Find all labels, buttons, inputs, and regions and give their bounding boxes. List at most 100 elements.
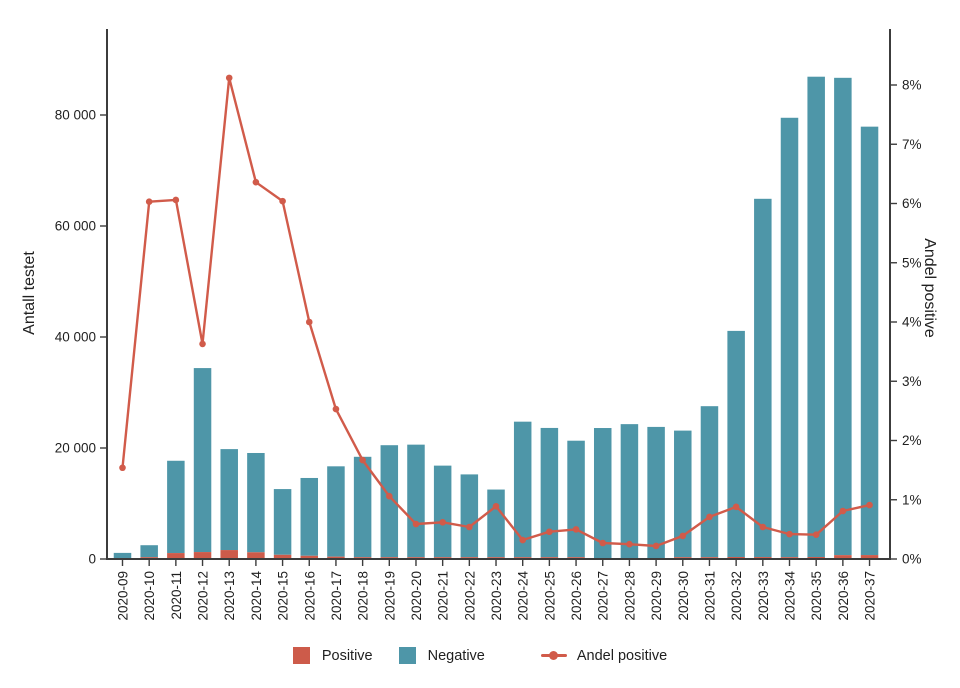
line-point-2020-30 (679, 532, 687, 540)
bar-positive-2020-16 (300, 555, 319, 559)
x-axis-tick-label: 2020-12 (196, 571, 211, 621)
bar-negative-2020-26 (567, 440, 585, 558)
x-axis-tick-label: 2020-36 (836, 571, 851, 621)
bar-negative-2020-31 (700, 406, 719, 558)
left-axis-tick-label: 40 000 (55, 330, 96, 345)
right-axis-tick-label: 6% (902, 196, 922, 211)
x-axis-tick-label: 2020-34 (783, 571, 798, 621)
line-point-2020-23 (492, 502, 500, 510)
line-point-2020-28 (626, 540, 633, 548)
bar-negative-2020-18 (353, 456, 372, 558)
left-axis-tick-label: 80 000 (55, 108, 96, 123)
left-axis-title: Antall testet (21, 251, 38, 335)
bar-negative-2020-22 (460, 474, 479, 558)
line-point-2020-29 (652, 542, 660, 550)
x-axis-tick-label: 2020-19 (382, 571, 397, 621)
line-point-2020-12 (199, 340, 206, 348)
line-point-2020-25 (546, 528, 553, 536)
bar-negative-2020-10 (140, 545, 158, 558)
positive-swatch-icon (292, 647, 310, 664)
line-point-2020-10 (145, 198, 153, 206)
x-axis-tick-label: 2020-20 (409, 571, 424, 621)
bar-positive-2020-13 (220, 550, 238, 559)
line-series-layer (119, 74, 873, 550)
bar-negative-2020-19 (380, 445, 399, 558)
bar-negative-2020-12 (193, 368, 212, 553)
legend-label-andel-positive: Andel positive (576, 647, 668, 664)
line-point-2020-11 (172, 196, 180, 204)
x-axis-tick-label: 2020-35 (809, 571, 824, 621)
bar-positive-2020-12 (193, 552, 212, 559)
bar-negative-2020-30 (674, 430, 692, 558)
line-point-2020-20 (412, 520, 420, 528)
left-axis-tick-label: 20 000 (55, 441, 96, 456)
left-axis-tick-label: 60 000 (55, 219, 96, 234)
right-axis-tick-label: 3% (902, 374, 922, 389)
bar-negative-2020-16 (300, 477, 319, 556)
line-point-2020-37 (866, 501, 873, 509)
bar-negative-2020-27 (593, 428, 612, 559)
x-axis-tick-label: 2020-22 (462, 571, 477, 621)
bar-negative-2020-17 (327, 466, 345, 557)
bar-positive-2020-14 (247, 552, 265, 559)
line-point-2020-26 (572, 526, 580, 533)
ticks-layer (100, 84, 897, 566)
legend-item-andel-positive: Andel positive (540, 647, 668, 664)
x-axis-tick-label: 2020-26 (569, 571, 584, 621)
bar-positive-2020-17 (327, 556, 345, 559)
right-axis-tick-label: 5% (902, 255, 922, 270)
x-axis-tick-label: 2020-30 (676, 571, 691, 621)
x-axis-tick-label: 2020-17 (329, 571, 344, 621)
bar-positive-2020-36 (834, 555, 852, 559)
legend-label-negative: Negative (427, 647, 485, 664)
tick-labels-layer: 0 20 000 40 000 60 000 80 000 0% 1% 2% 3% 4% 5% 6% 7… (55, 78, 922, 621)
bar-negative-2020-14 (247, 452, 265, 553)
bar-negative-2020-34 (780, 117, 799, 558)
right-axis-tick-label: 4% (902, 315, 922, 330)
line-point-2020-22 (466, 523, 473, 531)
x-axis-tick-label: 2020-31 (702, 571, 717, 621)
x-axis-tick-label: 2020-37 (863, 571, 878, 621)
x-axis-tick-label: 2020-25 (542, 571, 557, 621)
axes-layer (106, 29, 891, 560)
line-point-2020-21 (439, 518, 446, 526)
bar-negative-2020-33 (754, 198, 772, 558)
bar-negative-2020-21 (433, 465, 452, 558)
line-point-2020-32 (732, 503, 740, 511)
line-point-2020-13 (225, 74, 233, 82)
right-axis-tick-label: 1% (902, 492, 922, 507)
bar-negative-2020-23 (487, 489, 505, 558)
bar-negative-2020-36 (834, 77, 852, 556)
bar-negative-2020-15 (273, 489, 292, 555)
bar-positive-2020-11 (167, 553, 185, 559)
legend-item-negative: Negative (398, 647, 485, 664)
bar-negative-2020-09 (113, 552, 132, 559)
left-axis-tick-label: 0 (88, 552, 96, 567)
x-axis-tick-label: 2020-13 (222, 571, 237, 621)
bar-positive-2020-15 (273, 554, 292, 559)
line-point-2020-27 (599, 539, 607, 547)
line-point-2020-18 (359, 456, 366, 464)
line-point-2020-15 (279, 197, 286, 205)
right-axis-tick-label: 7% (902, 137, 922, 152)
x-axis-tick-label: 2020-09 (116, 571, 131, 621)
bar-negative-2020-32 (727, 330, 745, 558)
legend: Positive Negative Andel positive (0, 647, 960, 664)
bar-negative-2020-24 (513, 421, 532, 558)
x-axis-tick-label: 2020-33 (756, 571, 771, 621)
line-point-2020-33 (759, 523, 767, 531)
bars-layer (113, 76, 879, 559)
line-point-2020-16 (305, 318, 313, 326)
negative-swatch-icon (398, 647, 416, 664)
bar-negative-2020-29 (647, 426, 665, 559)
line-point-2020-31 (706, 513, 713, 521)
right-axis-tick-label: 8% (902, 78, 922, 93)
line-point-2020-35 (812, 531, 820, 539)
x-axis-tick-label: 2020-29 (649, 571, 664, 621)
bar-negative-2020-11 (167, 460, 185, 554)
legend-label-positive: Positive (321, 647, 373, 664)
x-axis-tick-label: 2020-16 (302, 571, 317, 621)
bar-negative-2020-28 (620, 424, 639, 559)
line-point-2020-09 (119, 464, 126, 472)
x-axis-tick-label: 2020-27 (596, 571, 611, 621)
